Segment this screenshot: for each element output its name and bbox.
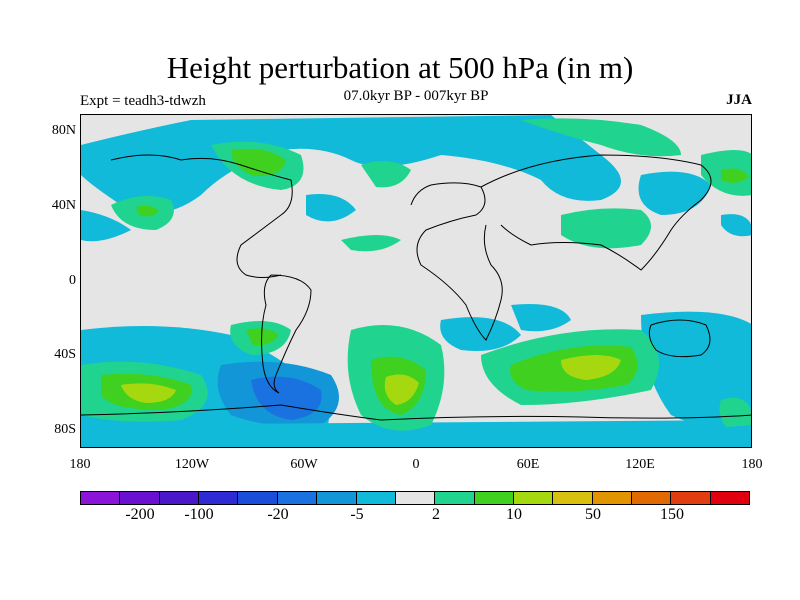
colorbar-label: -100 <box>184 506 214 523</box>
positive-anomaly-regions <box>81 118 751 431</box>
x-tick-label: 60E <box>516 457 540 472</box>
antarctic-blue <box>81 420 751 447</box>
west-pacific-blue <box>721 214 751 237</box>
colorbar-label: 10 <box>506 506 522 523</box>
south-america-coast <box>261 274 312 394</box>
colorbar-label: 50 <box>585 506 601 523</box>
colorbar-segment <box>159 492 200 504</box>
north-america-coast <box>110 154 293 278</box>
canada-green-core <box>231 148 286 176</box>
colorbar-segment <box>435 492 475 504</box>
x-tick-label: 0 <box>412 457 420 472</box>
north-atlantic-arctic-blue <box>81 115 621 213</box>
north-pacific-blue <box>81 210 131 242</box>
kamchatka-green-core <box>721 168 749 183</box>
colorbar-segment <box>120 492 160 504</box>
x-tick-label: 180 <box>69 457 91 472</box>
antarctica-coast <box>81 404 751 421</box>
colorbar-segment <box>395 492 436 504</box>
colorbar <box>80 491 750 505</box>
x-tick-label: 60W <box>290 457 318 472</box>
y-tick-label: 40S <box>54 347 76 362</box>
colorbar-label: -200 <box>125 506 155 523</box>
south-pacific-east-blue <box>641 311 751 425</box>
north-pacific-green-core <box>136 205 159 217</box>
indian-ocean-yellow-core <box>561 355 621 380</box>
colorbar-segment <box>474 492 514 504</box>
colorbar-label: -20 <box>267 506 289 523</box>
arctic-green <box>521 118 681 157</box>
north-atlantic-green <box>361 161 411 188</box>
x-tick-label: 120W <box>174 457 210 472</box>
tasman-green <box>719 397 751 427</box>
mid-atlantic-green <box>341 235 401 252</box>
colorbar-segment <box>317 492 357 504</box>
australia-coast <box>648 319 711 358</box>
season-label: JJA <box>726 92 752 108</box>
x-tick-label: 120E <box>625 457 655 472</box>
x-tick-label: 180 <box>741 457 763 472</box>
colorbar-segment <box>553 492 593 504</box>
south-america-green-core <box>246 328 279 346</box>
chart-subtitle: 07.0kyr BP - 007kyr BP <box>343 88 489 104</box>
coastlines <box>81 154 751 421</box>
indian-ocean-blue <box>511 304 571 332</box>
colorbar-segment <box>592 492 633 504</box>
colorbar-label: -5 <box>350 506 364 523</box>
chart-title: Height perturbation at 500 hPa (in m) <box>166 50 634 85</box>
colorbar-segment <box>632 492 672 504</box>
north-atlantic-blue <box>306 194 356 222</box>
europe-africa-coast <box>410 182 503 341</box>
colorbar-segment <box>356 492 396 504</box>
y-tick-label: 80N <box>51 123 76 138</box>
colorbar-segment <box>199 492 239 504</box>
colorbar-segment <box>671 492 711 504</box>
south-pacific-yellow-core <box>121 383 176 403</box>
colorbar-segment <box>710 492 750 504</box>
colorbar-segment <box>238 492 278 504</box>
y-tick-label: 80S <box>54 422 76 437</box>
map-svg <box>81 115 751 447</box>
y-tick-label: 0 <box>69 273 76 288</box>
asia-blue <box>638 171 711 215</box>
map-plot <box>80 114 752 448</box>
colorbar-label: 2 <box>432 506 440 523</box>
south-atlantic-yellow-core <box>384 374 419 405</box>
colorbar-segment <box>81 492 121 504</box>
experiment-label: Expt = teadh3-tdwzh <box>80 93 206 109</box>
asia-coast <box>480 154 712 271</box>
colorbar-label: 150 <box>660 506 684 523</box>
east-asia-green <box>561 208 651 249</box>
colorbar-segment <box>513 492 554 504</box>
colorbar-segment <box>277 492 318 504</box>
y-tick-label: 40N <box>51 198 76 213</box>
